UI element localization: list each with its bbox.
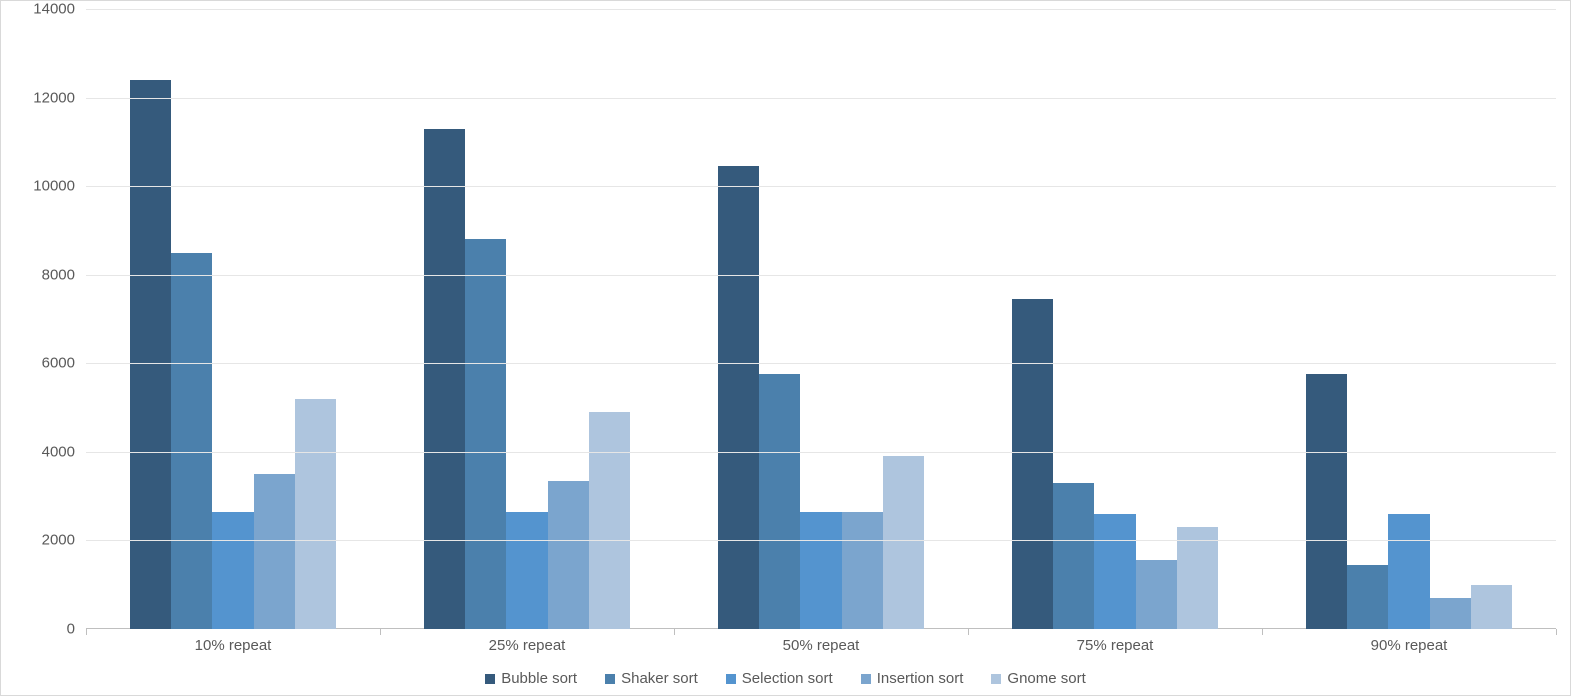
gridline — [86, 275, 1556, 276]
legend-item: Bubble sort — [485, 670, 577, 687]
legend-swatch — [485, 674, 495, 684]
bar — [1177, 527, 1218, 629]
x-axis-label: 75% repeat — [1077, 637, 1154, 654]
plot-area — [86, 9, 1556, 629]
bar — [589, 412, 630, 629]
x-axis-tick — [86, 629, 87, 635]
gridline — [86, 9, 1556, 10]
bar — [883, 456, 924, 629]
bar — [465, 239, 506, 629]
bar — [759, 374, 800, 629]
legend-item: Insertion sort — [861, 670, 964, 687]
bar — [506, 512, 547, 629]
bar — [718, 166, 759, 629]
x-axis-label: 90% repeat — [1371, 637, 1448, 654]
bar — [1136, 560, 1177, 629]
bar — [254, 474, 295, 629]
y-axis-label: 4000 — [5, 443, 75, 460]
legend-label: Insertion sort — [877, 670, 964, 687]
bar — [295, 399, 336, 629]
bar — [212, 512, 253, 629]
bar — [424, 129, 465, 629]
bar — [548, 481, 589, 629]
sort-benchmark-chart: Bubble sort Shaker sort Selection sort Inse… — [0, 0, 1571, 696]
x-axis-label: 25% repeat — [489, 637, 566, 654]
bar — [171, 253, 212, 629]
gridline — [86, 540, 1556, 541]
x-axis-tick — [1556, 629, 1557, 635]
legend-swatch — [726, 674, 736, 684]
bar — [800, 512, 841, 629]
bar — [1388, 514, 1429, 629]
x-axis-label: 50% repeat — [783, 637, 860, 654]
y-axis-label: 10000 — [5, 178, 75, 195]
x-axis-label: 10% repeat — [195, 637, 272, 654]
bar — [1306, 374, 1347, 629]
bars-layer — [86, 9, 1556, 629]
legend-item: Gnome sort — [991, 670, 1085, 687]
gridline — [86, 98, 1556, 99]
y-axis-label: 2000 — [5, 532, 75, 549]
x-axis-tick — [674, 629, 675, 635]
legend: Bubble sort Shaker sort Selection sort Inse… — [1, 670, 1570, 687]
legend-item: Shaker sort — [605, 670, 698, 687]
x-axis-tick — [1262, 629, 1263, 635]
legend-label: Shaker sort — [621, 670, 698, 687]
legend-label: Bubble sort — [501, 670, 577, 687]
y-axis-label: 6000 — [5, 355, 75, 372]
gridline — [86, 186, 1556, 187]
bar — [1471, 585, 1512, 629]
y-axis-label: 0 — [5, 621, 75, 638]
legend-item: Selection sort — [726, 670, 833, 687]
bar — [842, 512, 883, 629]
y-axis-label: 8000 — [5, 266, 75, 283]
legend-swatch — [861, 674, 871, 684]
bar — [1053, 483, 1094, 629]
legend-swatch — [605, 674, 615, 684]
y-axis-label: 12000 — [5, 89, 75, 106]
x-axis-tick — [968, 629, 969, 635]
bar — [130, 80, 171, 629]
y-axis-label: 14000 — [5, 1, 75, 18]
gridline — [86, 452, 1556, 453]
bar — [1430, 598, 1471, 629]
x-axis-tick — [380, 629, 381, 635]
gridline — [86, 363, 1556, 364]
legend-swatch — [991, 674, 1001, 684]
bar — [1347, 565, 1388, 629]
legend-label: Gnome sort — [1007, 670, 1085, 687]
bar — [1094, 514, 1135, 629]
legend-label: Selection sort — [742, 670, 833, 687]
bar — [1012, 299, 1053, 629]
